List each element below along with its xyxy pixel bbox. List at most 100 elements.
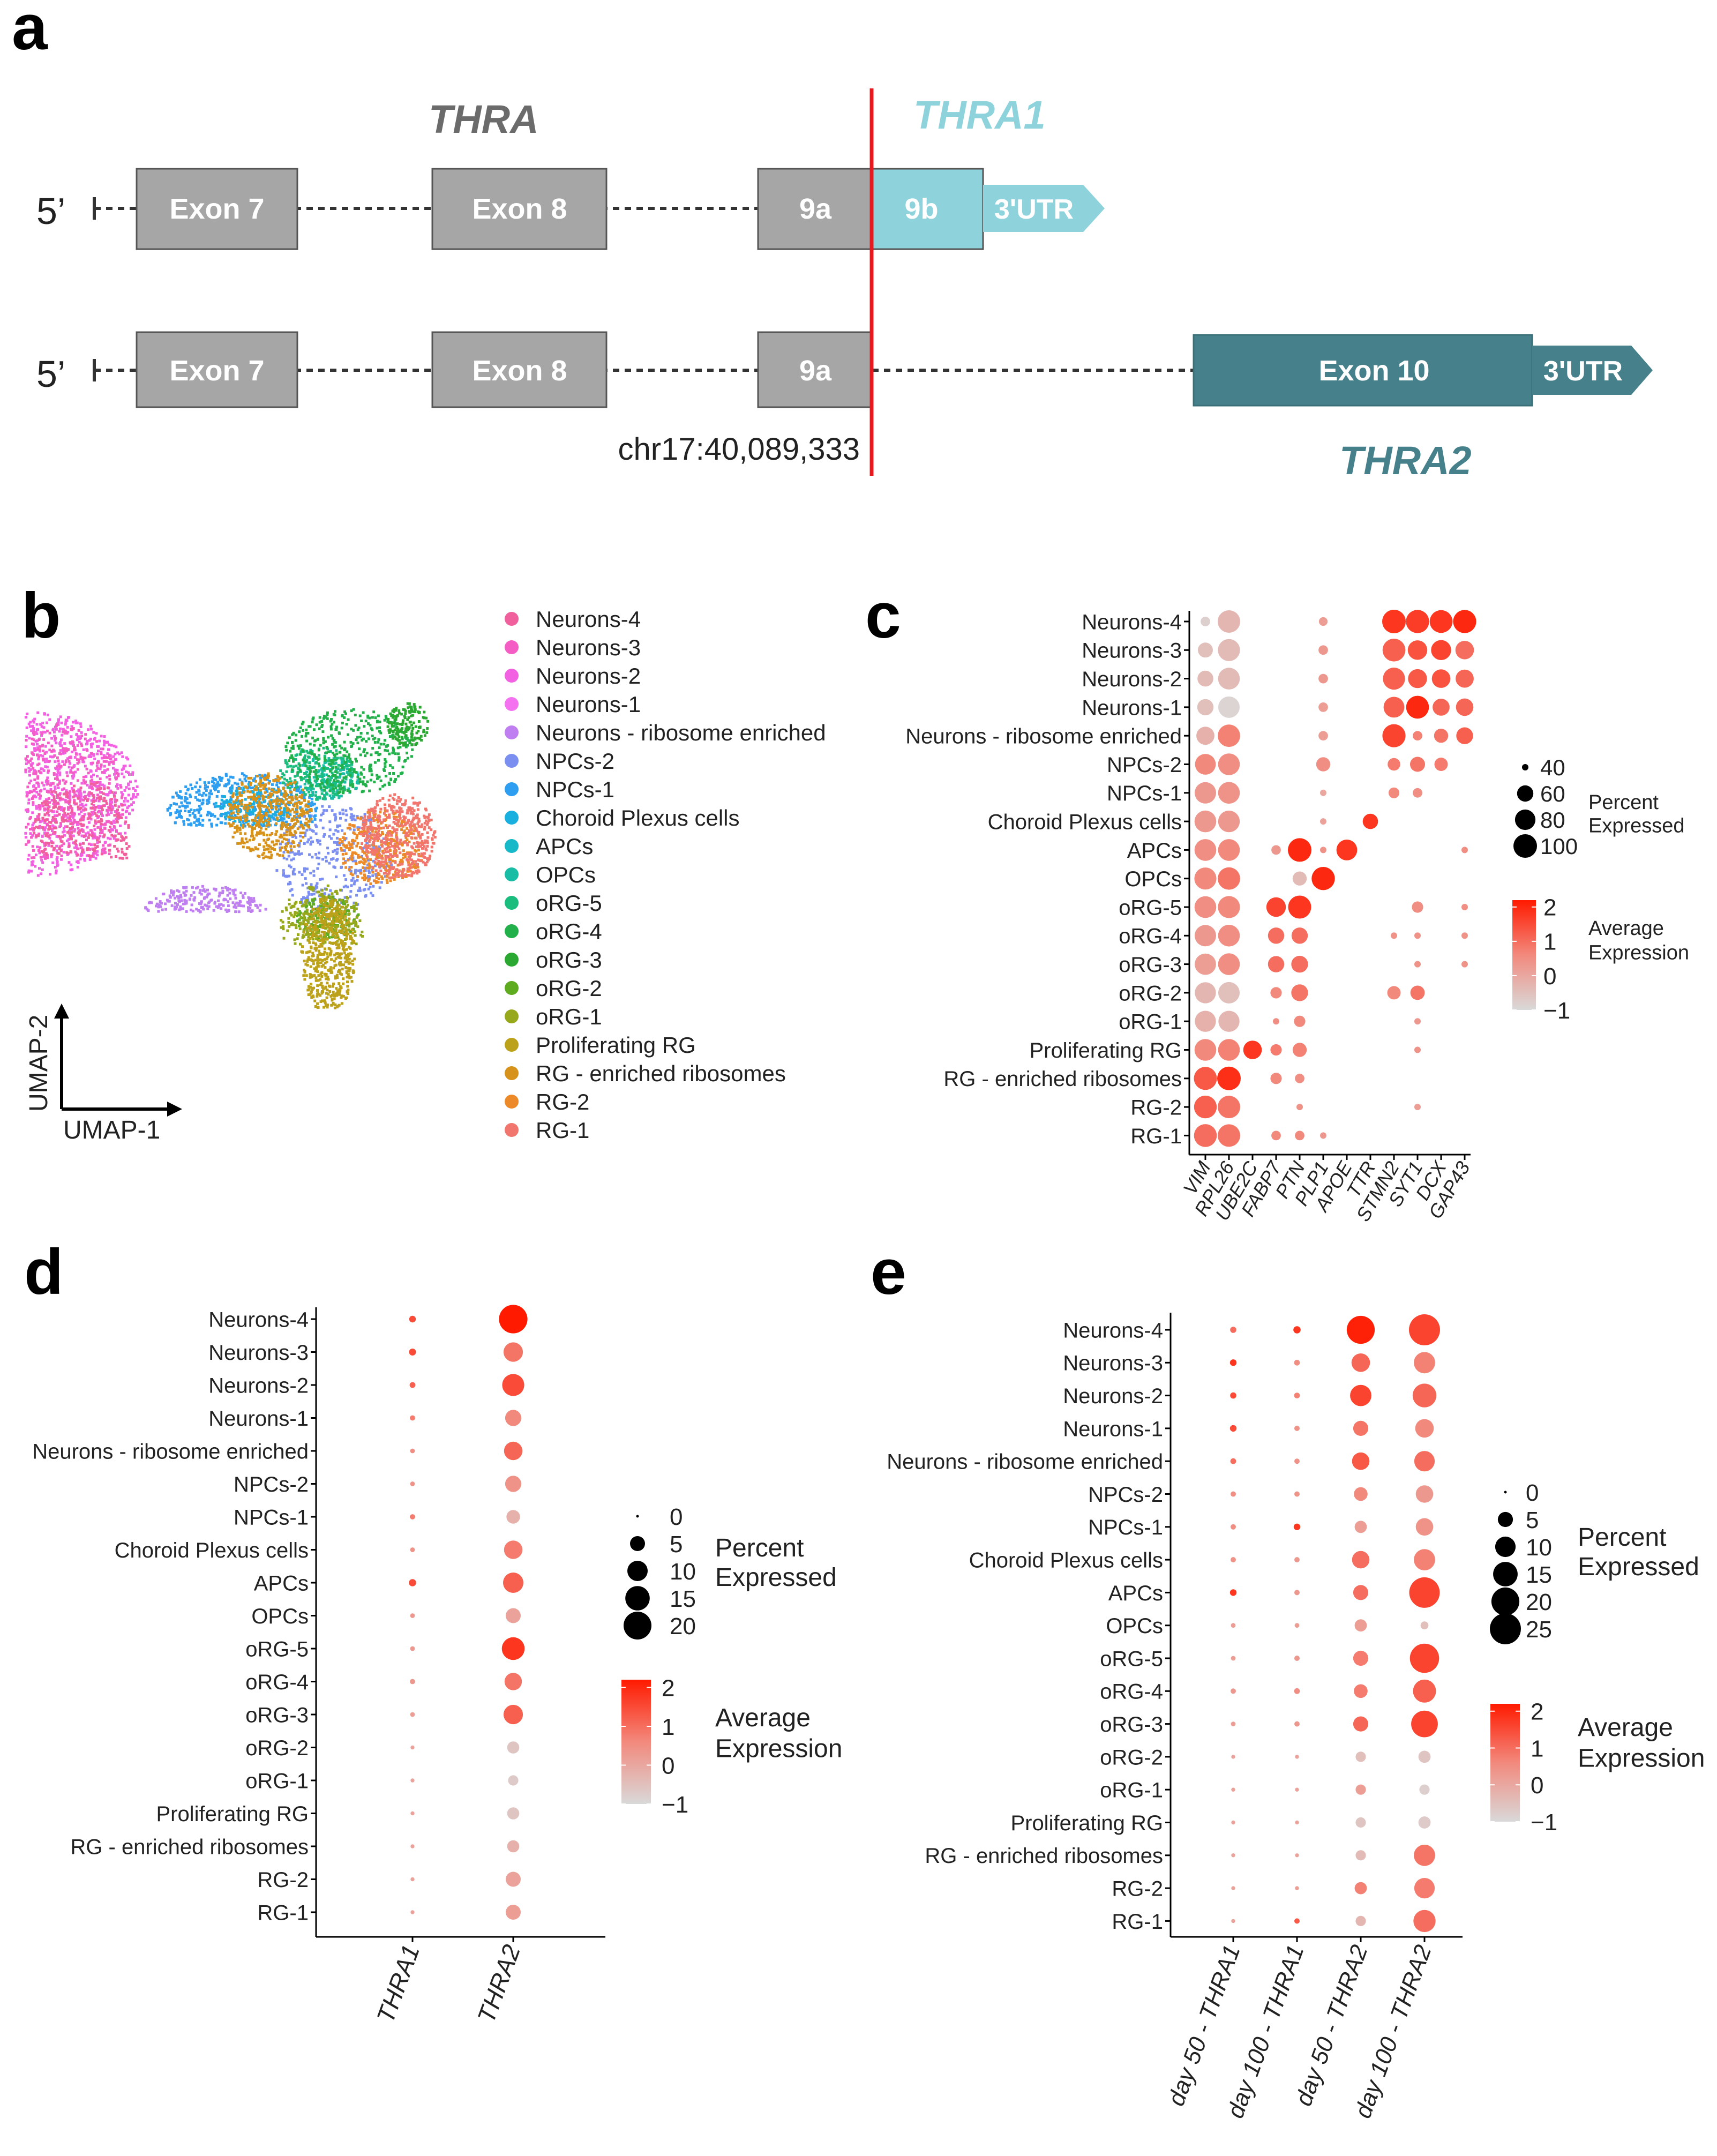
- umap-point-neurons-3: [51, 833, 55, 835]
- umap-point-neurons-4: [78, 807, 81, 811]
- umap-point-org-4: [329, 720, 332, 723]
- umap-point-org-3: [394, 737, 398, 740]
- umap-point-rg-enriched-ribosomes: [251, 826, 254, 829]
- umap-point-neurons-2: [103, 784, 106, 788]
- umap-point-neurons-ribosome-enriched: [182, 891, 185, 894]
- umap-point-choroid-plexus-cells: [260, 801, 263, 804]
- umap-point-neurons-4: [124, 820, 128, 824]
- umap-point-neurons-2: [87, 821, 91, 824]
- umap-point-org-4: [314, 773, 317, 776]
- umap-point-neurons-3: [80, 828, 84, 831]
- umap-point-opcs: [320, 789, 324, 792]
- umap-point-npcs-2: [327, 893, 331, 896]
- umap-point-npcs-2: [288, 874, 291, 878]
- umap-point-rg-enriched-ribosomes: [276, 852, 279, 856]
- umap-point-neurons-4: [47, 842, 50, 845]
- umap-point-neurons-2: [44, 765, 47, 768]
- umap-point-neurons-4: [120, 835, 123, 838]
- umap-point-npcs-2: [341, 808, 344, 812]
- umap-point-neurons-2: [78, 753, 81, 756]
- umap-point-npcs-1: [306, 803, 309, 806]
- umap-point-org-1: [294, 942, 297, 945]
- umap-point-neurons-ribosome-enriched: [176, 889, 179, 892]
- umap-point-npcs-2: [367, 887, 370, 890]
- umap-point-npcs-2: [300, 898, 303, 901]
- umap-point-rg-enriched-ribosomes: [264, 855, 267, 858]
- umap-point-rg-enriched-ribosomes: [276, 775, 279, 778]
- umap-point-npcs-1: [220, 802, 223, 805]
- umap-point-npcs-2: [287, 882, 290, 886]
- umap-point-neurons-2: [96, 817, 99, 820]
- umap-point-org-4: [369, 763, 372, 767]
- umap-point-org-4: [334, 745, 337, 748]
- utr-label-thra1: 3'UTR: [994, 194, 1074, 225]
- umap-point-neurons-ribosome-enriched: [173, 908, 176, 911]
- umap-point-org-3: [408, 742, 411, 745]
- umap-point-rg-enriched-ribosomes: [268, 811, 272, 814]
- umap-point-org-2: [333, 916, 336, 919]
- umap-point-rg-enriched-ribosomes: [267, 847, 270, 850]
- umap-point-proliferating-rg: [329, 966, 332, 969]
- umap-point-rg-2: [364, 877, 368, 880]
- umap-point-neurons-3: [33, 733, 36, 736]
- umap-point-org-5: [289, 765, 292, 768]
- umap-point-neurons-2: [93, 828, 96, 831]
- umap-point-neurons-3: [67, 808, 70, 811]
- umap-point-proliferating-rg: [318, 952, 321, 955]
- umap-point-org-5: [295, 765, 298, 768]
- umap-point-org-4: [343, 710, 347, 713]
- umap-point-npcs-2: [334, 817, 337, 820]
- umap-point-org-5: [350, 780, 354, 783]
- umap-point-npcs-2: [282, 869, 285, 872]
- umap-point-org-1: [293, 915, 296, 918]
- umap-point-rg-enriched-ribosomes: [275, 802, 278, 805]
- umap-point-org-4: [321, 724, 324, 727]
- umap-point-proliferating-rg: [349, 935, 352, 938]
- umap-point-org-1: [306, 912, 309, 915]
- umap-point-org-3: [393, 721, 395, 724]
- umap-point-neurons-2: [35, 732, 39, 735]
- umap-point-proliferating-rg: [341, 942, 344, 945]
- umap-point-neurons-2: [55, 869, 58, 872]
- umap-point-neurons-2: [29, 780, 33, 782]
- umap-point-neurons-4: [68, 800, 71, 803]
- umap-point-neurons-3: [90, 829, 93, 832]
- umap-point-neurons-3: [96, 826, 100, 829]
- umap-point-neurons-4: [76, 854, 79, 856]
- umap-point-org-4: [394, 778, 397, 781]
- umap-point-neurons-4: [65, 825, 69, 828]
- umap-point-org-5: [323, 796, 326, 799]
- umap-point-proliferating-rg: [324, 913, 327, 916]
- umap-point-proliferating-rg: [316, 994, 319, 998]
- umap-point-rg-enriched-ribosomes: [233, 805, 236, 808]
- umap-point-org-4: [385, 775, 387, 777]
- umap-point-npcs-2: [320, 906, 323, 909]
- umap-point-npcs-1: [311, 803, 314, 806]
- umap-point-npcs-1: [175, 803, 178, 806]
- umap-point-neurons-2: [113, 793, 116, 796]
- umap-point-proliferating-rg: [309, 937, 312, 940]
- umap-point-neurons-ribosome-enriched: [221, 887, 224, 889]
- umap-point-org-3: [425, 731, 429, 734]
- umap-point-proliferating-rg: [315, 921, 318, 924]
- umap-point-choroid-plexus-cells: [251, 791, 254, 794]
- umap-point-org-4: [347, 718, 350, 721]
- umap-point-org-3: [419, 735, 423, 738]
- umap-point-org-1: [296, 911, 299, 915]
- umap-point-neurons-4: [65, 795, 68, 798]
- umap-point-proliferating-rg: [313, 974, 316, 977]
- umap-point-org-3: [408, 710, 411, 714]
- umap-point-neurons-4: [65, 851, 69, 854]
- umap-point-neurons-4: [56, 802, 59, 805]
- umap-point-org-4: [339, 773, 342, 776]
- umap-point-org-4: [308, 767, 310, 770]
- umap-point-neurons-2: [32, 727, 35, 730]
- umap-point-npcs-1: [241, 820, 244, 823]
- umap-point-opcs: [314, 791, 318, 794]
- umap-point-proliferating-rg: [327, 978, 330, 981]
- umap-point-neurons-4: [51, 816, 55, 819]
- umap-point-org-5: [289, 777, 292, 780]
- umap-point-neurons-3: [41, 781, 44, 784]
- umap-point-rg-2: [368, 862, 371, 865]
- umap-point-neurons-4: [48, 827, 51, 830]
